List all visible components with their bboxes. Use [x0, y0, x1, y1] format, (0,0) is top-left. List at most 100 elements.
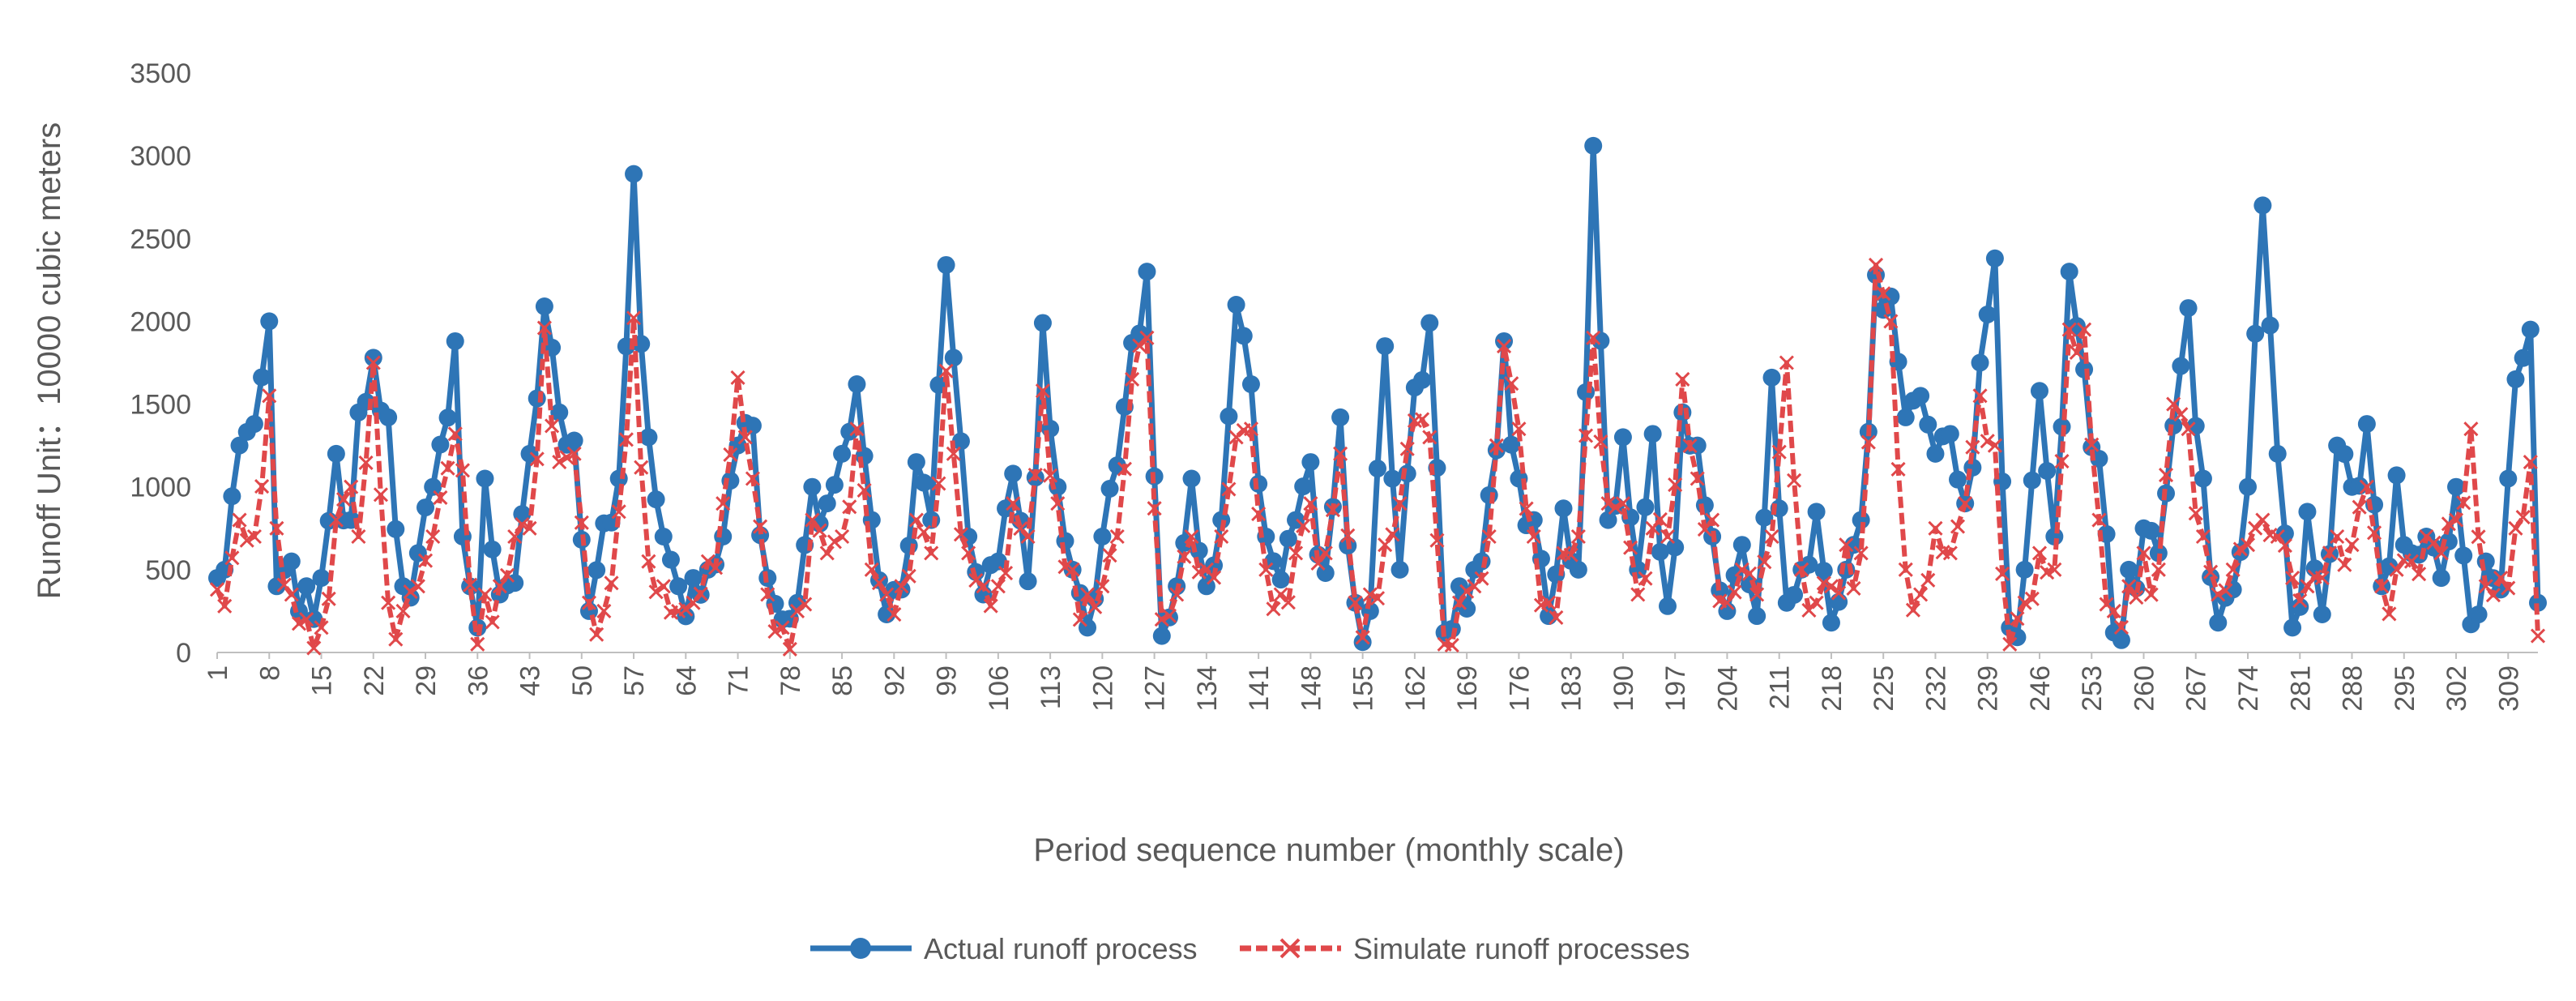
- data-point: [284, 587, 299, 602]
- data-point: [1234, 327, 1253, 345]
- data-point: [775, 620, 790, 635]
- data-point: [1331, 408, 1350, 426]
- data-point: [1972, 388, 1988, 404]
- data-point: [1830, 592, 1848, 611]
- data-point: [492, 579, 507, 594]
- data-point: [1541, 595, 1557, 610]
- data-point: [2061, 322, 2077, 337]
- x-tick-label: 50: [567, 665, 598, 696]
- data-point: [379, 408, 398, 426]
- data-point: [2211, 587, 2226, 602]
- data-point: [2015, 560, 2034, 579]
- data-point: [2232, 541, 2248, 557]
- data-point: [2261, 316, 2279, 335]
- data-point: [373, 487, 389, 503]
- data-point: [1569, 560, 1587, 579]
- data-point: [260, 312, 279, 331]
- data-point: [1941, 425, 1959, 443]
- data-point: [1652, 511, 1668, 528]
- data-point: [1965, 439, 1980, 455]
- data-point: [1584, 136, 1603, 155]
- data-point: [1035, 383, 1050, 399]
- data-point: [1266, 601, 1281, 617]
- legend-marker: [850, 938, 871, 959]
- data-point: [2179, 299, 2198, 318]
- x-tick-label: 225: [1869, 665, 1899, 712]
- data-point: [1807, 503, 1826, 521]
- data-point: [1161, 608, 1177, 623]
- data-point: [2313, 605, 2331, 624]
- data-point: [1987, 438, 2002, 453]
- data-point: [1958, 496, 1973, 511]
- data-point: [2382, 606, 2397, 622]
- data-point: [2209, 614, 2228, 632]
- data-point: [767, 623, 783, 640]
- data-point: [2335, 445, 2354, 464]
- x-tick-label: 246: [2025, 665, 2056, 712]
- data-point: [2357, 415, 2376, 434]
- legend-item: Simulate runoff processes: [1240, 932, 1690, 965]
- y-tick-labels: 0 500 1000 1500 2000 2500 3000 3500: [130, 58, 191, 669]
- data-point: [647, 490, 665, 509]
- data-point: [1511, 421, 1527, 437]
- data-point: [1971, 353, 1989, 372]
- data-point: [254, 478, 270, 494]
- data-point: [1004, 464, 1023, 483]
- data-point: [1822, 614, 1840, 632]
- data-point: [1303, 496, 1318, 511]
- data-point: [730, 370, 745, 385]
- data-point: [328, 512, 344, 528]
- data-point: [745, 471, 760, 486]
- data-point: [410, 579, 425, 594]
- data-point: [2366, 525, 2382, 541]
- data-point: [395, 603, 411, 618]
- data-point: [2469, 605, 2488, 624]
- data-point: [915, 473, 933, 492]
- data-point: [1643, 425, 1662, 443]
- x-tick-label: 148: [1296, 665, 1326, 712]
- data-point: [1920, 572, 1936, 588]
- data-point: [944, 349, 963, 367]
- data-point: [1474, 571, 1489, 586]
- x-tick-label: 239: [1973, 665, 2004, 712]
- data-point: [1340, 528, 1356, 543]
- x-tick-label: 253: [2077, 665, 2108, 712]
- data-point: [1786, 473, 1802, 488]
- data-point: [2181, 421, 2196, 437]
- data-point: [1489, 438, 1504, 453]
- data-point: [2283, 618, 2302, 637]
- data-point: [312, 569, 331, 588]
- data-point: [1749, 587, 1765, 602]
- legend-marker: [1279, 938, 1301, 959]
- x-tick-label: 8: [254, 665, 285, 681]
- data-point: [669, 577, 688, 596]
- data-point: [1241, 375, 1260, 394]
- data-point: [2106, 603, 2121, 618]
- y-axis-title: Runoff Unit：10000 cubic meters: [32, 122, 67, 599]
- data-point: [520, 444, 539, 463]
- data-point: [2447, 477, 2466, 496]
- data-point: [1220, 407, 1238, 426]
- data-point: [2010, 611, 2025, 627]
- data-point: [626, 310, 642, 326]
- data-point: [1109, 528, 1125, 545]
- data-point: [1593, 434, 1608, 450]
- data-point: [1391, 560, 1409, 579]
- data-point: [1100, 479, 1119, 498]
- data-point: [611, 504, 626, 520]
- data-point: [552, 455, 567, 470]
- data-point: [2268, 444, 2287, 463]
- data-point: [1860, 434, 1876, 450]
- data-point: [314, 620, 329, 635]
- data-point: [1919, 415, 1937, 434]
- x-tick-label: 57: [619, 665, 650, 696]
- data-point: [1027, 468, 1043, 483]
- x-tick-label: 267: [2181, 665, 2212, 712]
- data-point: [1325, 503, 1340, 518]
- data-point: [976, 579, 991, 594]
- data-point: [916, 524, 932, 540]
- data-point: [1206, 570, 1222, 585]
- data-point: [1727, 584, 1742, 600]
- data-point: [351, 528, 366, 545]
- data-point: [1450, 577, 1468, 596]
